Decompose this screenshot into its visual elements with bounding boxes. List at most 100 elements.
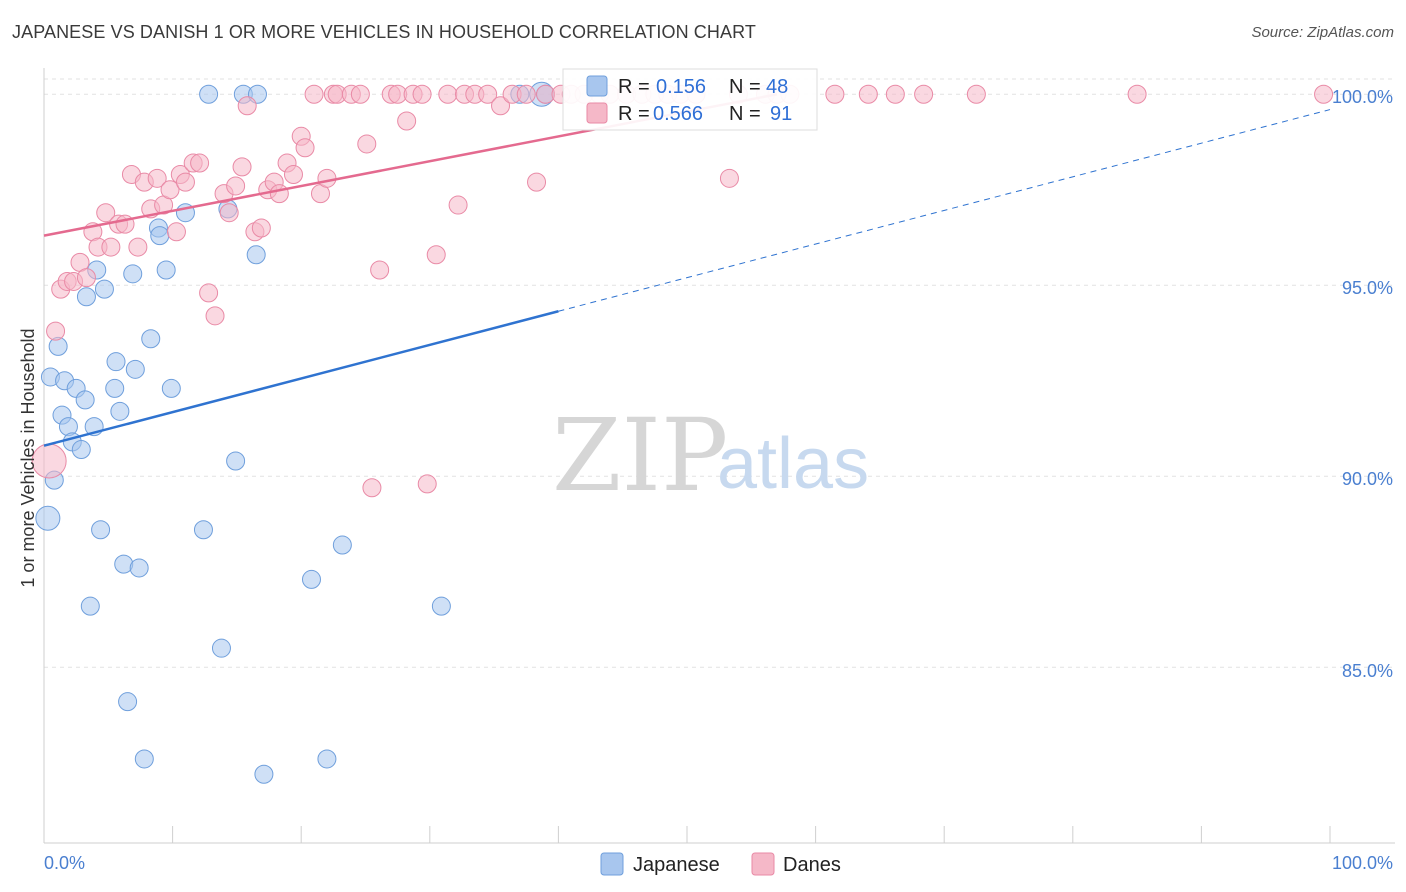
source-credit: Source: ZipAtlas.com xyxy=(1251,24,1394,41)
danes-point-17 xyxy=(147,168,167,188)
danes-point-50 xyxy=(370,260,390,280)
y-axis-title: 1 or more Vehicles in Household xyxy=(18,328,38,587)
japanese-stats-swatch xyxy=(586,75,608,97)
danes-point-58 xyxy=(438,84,458,104)
danes-point-25 xyxy=(199,283,219,303)
danes-point-40 xyxy=(295,138,315,158)
japanese-point-11 xyxy=(76,287,96,307)
danes-point-66 xyxy=(527,172,547,192)
japanese-point-25 xyxy=(134,749,154,769)
danes-point-85 xyxy=(858,84,878,104)
danes-point-41 xyxy=(304,84,324,104)
japanese-point-29 xyxy=(156,260,176,280)
japanese-point-0 xyxy=(35,505,61,531)
danes-point-86 xyxy=(885,84,905,104)
danes-point-28 xyxy=(219,203,239,223)
japanese-point-30 xyxy=(161,378,181,398)
japanese-r-label: R = xyxy=(618,76,650,98)
danes-point-24 xyxy=(190,153,210,173)
danes-point-26 xyxy=(205,306,225,326)
legend-label-japanese: Japanese xyxy=(633,854,720,876)
danes-point-56 xyxy=(417,474,437,494)
japanese-point-18 xyxy=(106,352,126,372)
japanese-point-36 xyxy=(226,451,246,471)
danes-point-19 xyxy=(160,180,180,200)
japanese-point-12 xyxy=(80,596,100,616)
danes-point-20 xyxy=(166,222,186,242)
japanese-point-10 xyxy=(75,390,95,410)
danes-point-36 xyxy=(269,184,289,204)
danes-point-65 xyxy=(516,84,536,104)
danes-point-49 xyxy=(362,478,382,498)
y-tick-label-95: 95.0% xyxy=(1342,278,1393,298)
legend-swatch-japanese xyxy=(600,852,624,876)
japanese-point-15 xyxy=(91,520,111,540)
japanese-point-32 xyxy=(193,520,213,540)
japanese-point-33 xyxy=(199,84,219,104)
danes-point-38 xyxy=(283,165,303,184)
danes-point-62 xyxy=(478,84,498,104)
danes-point-14 xyxy=(128,237,148,257)
y-tick-label-100: 100.0% xyxy=(1332,87,1393,107)
danes-point-79 xyxy=(719,168,739,188)
danes-point-63 xyxy=(491,96,511,116)
japanese-trend-extension xyxy=(558,109,1331,312)
danes-r-value: 0.566 xyxy=(653,103,703,125)
japanese-point-21 xyxy=(118,692,138,712)
x-tick-label-min: 0.0% xyxy=(44,853,85,873)
danes-point-84 xyxy=(825,84,845,104)
watermark-zip: ZIP xyxy=(552,397,728,514)
danes-point-53 xyxy=(397,111,417,131)
x-tick-label-max: 100.0% xyxy=(1332,853,1393,873)
y-tick-label-85: 85.0% xyxy=(1342,661,1393,681)
japanese-point-26 xyxy=(141,329,161,349)
danes-point-89 xyxy=(1127,84,1147,104)
japanese-point-17 xyxy=(105,378,125,398)
japanese-point-41 xyxy=(301,569,321,589)
japanese-point-24 xyxy=(129,558,149,578)
danes-stats-swatch xyxy=(586,102,608,124)
danes-point-47 xyxy=(350,84,370,104)
legend-swatch-danes xyxy=(751,852,775,876)
japanese-point-38 xyxy=(246,245,266,265)
japanese-point-43 xyxy=(332,535,352,555)
danes-point-55 xyxy=(412,84,432,104)
danes-point-90 xyxy=(1314,84,1334,104)
japanese-point-23 xyxy=(125,359,145,379)
japanese-point-16 xyxy=(94,279,114,299)
japanese-point-28 xyxy=(150,226,170,246)
danes-point-31 xyxy=(237,96,257,116)
danes-point-29 xyxy=(226,176,246,196)
danes-point-6 xyxy=(76,268,96,288)
danes-r-label: R = xyxy=(618,103,650,125)
danes-point-88 xyxy=(966,84,986,104)
stats-legend: R = 0.156 N = 48 R = 0.566 N = 91 xyxy=(562,68,818,131)
danes-point-43 xyxy=(317,168,337,188)
japanese-n-label: N = xyxy=(729,76,761,98)
danes-n-label: N = xyxy=(729,103,761,125)
japanese-point-9 xyxy=(71,440,91,460)
japanese-point-40 xyxy=(254,764,274,784)
y-tick-label-90: 90.0% xyxy=(1342,469,1393,489)
japanese-n-value: 48 xyxy=(766,76,788,98)
danes-point-10 xyxy=(101,237,121,257)
bottom-legend: Japanese Danes xyxy=(600,852,841,876)
danes-point-9 xyxy=(96,203,116,223)
danes-point-87 xyxy=(914,84,934,104)
legend-label-danes: Danes xyxy=(783,854,841,876)
danes-point-57 xyxy=(426,245,446,265)
japanese-point-42 xyxy=(317,749,337,769)
danes-point-33 xyxy=(251,218,271,238)
japanese-trend-line xyxy=(43,310,559,447)
chart-title: JAPANESE VS DANISH 1 OR MORE VEHICLES IN… xyxy=(12,22,756,42)
danes-n-value: 91 xyxy=(770,103,792,125)
japanese-point-34 xyxy=(211,638,231,658)
trend-lines xyxy=(43,93,1331,447)
danes-point-59 xyxy=(448,195,468,215)
japanese-point-44 xyxy=(431,596,451,616)
danes-point-1 xyxy=(46,321,66,341)
axes xyxy=(43,68,1395,844)
watermark-atlas: atlas xyxy=(717,424,869,504)
japanese-r-value: 0.156 xyxy=(656,76,706,98)
